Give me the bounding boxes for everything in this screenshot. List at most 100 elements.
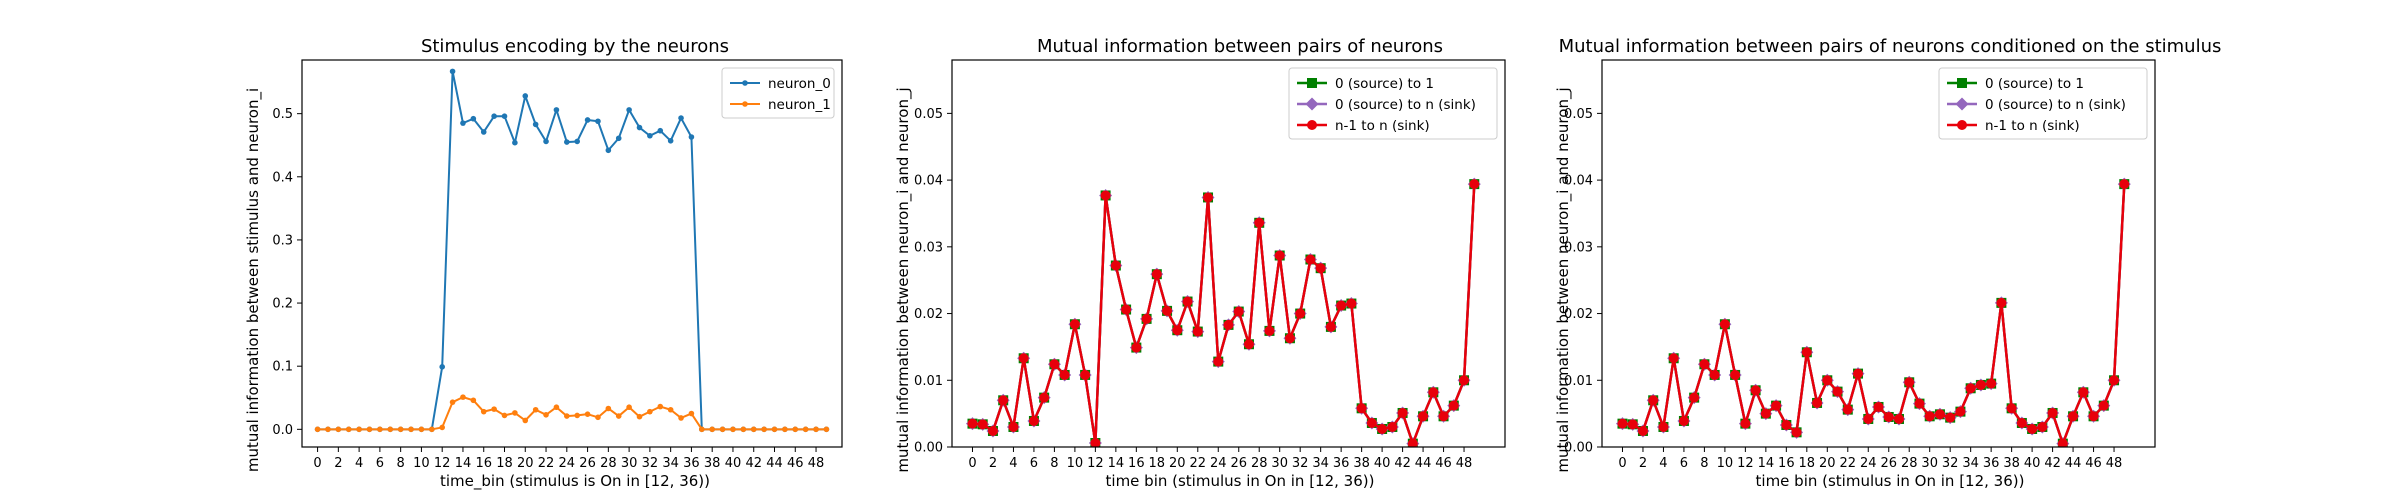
data-point bbox=[1008, 421, 1019, 432]
x-tick-label: 36 bbox=[1333, 456, 1350, 471]
data-point bbox=[977, 419, 988, 430]
legend-label: n-1 to n (sink) bbox=[1985, 118, 2080, 134]
data-point bbox=[1110, 260, 1121, 271]
data-point bbox=[2027, 423, 2038, 434]
data-point bbox=[688, 134, 695, 140]
y-tick-label: 0.05 bbox=[914, 107, 943, 122]
data-point bbox=[1853, 368, 1864, 379]
x-tick-label: 26 bbox=[1230, 456, 1247, 471]
data-point bbox=[792, 426, 799, 433]
data-point bbox=[636, 413, 643, 420]
data-point bbox=[678, 115, 684, 121]
data-point bbox=[1059, 369, 1070, 380]
y-tick-label: 0.00 bbox=[1564, 441, 1593, 456]
x-tick-label: 4 bbox=[1009, 456, 1017, 471]
data-point bbox=[553, 404, 560, 411]
data-point bbox=[1996, 297, 2007, 308]
x-tick-label: 10 bbox=[1717, 456, 1734, 471]
panel-mutual-information: Mutual information between pairs of neur… bbox=[894, 36, 1506, 490]
x-tick-label: 18 bbox=[1149, 456, 1166, 471]
x-tick-label: 46 bbox=[1435, 456, 1452, 471]
data-point bbox=[2098, 400, 2109, 411]
data-point bbox=[595, 118, 601, 125]
legend-label: n-1 to n (sink) bbox=[1335, 118, 1430, 134]
data-point bbox=[1407, 438, 1418, 447]
data-point bbox=[1243, 339, 1254, 350]
data-point bbox=[1182, 296, 1193, 307]
x-tick-label: 30 bbox=[1271, 456, 1288, 471]
x-tick-label: 20 bbox=[517, 456, 534, 471]
data-point bbox=[605, 147, 612, 154]
data-point bbox=[574, 138, 580, 145]
data-point bbox=[1689, 392, 1700, 403]
x-tick-label: 22 bbox=[1840, 456, 1857, 471]
data-point bbox=[1648, 395, 1659, 406]
legend-label: 0 (source) to n (sink) bbox=[1335, 97, 1476, 113]
data-point bbox=[335, 426, 342, 433]
data-point bbox=[470, 115, 477, 122]
data-point bbox=[1428, 387, 1439, 398]
data-point bbox=[1750, 385, 1761, 396]
y-tick-label: 0.3 bbox=[272, 233, 293, 248]
x-tick-label: 40 bbox=[2024, 456, 2041, 471]
x-tick-label: 38 bbox=[704, 456, 721, 471]
data-point bbox=[1934, 409, 1945, 420]
data-point bbox=[1658, 421, 1669, 432]
data-point bbox=[1315, 263, 1326, 274]
data-point bbox=[470, 397, 477, 404]
x-tick-label: 14 bbox=[1758, 456, 1775, 471]
legend-box bbox=[1288, 67, 1498, 140]
data-point bbox=[512, 410, 518, 416]
y-tick-label: 0.4 bbox=[272, 170, 293, 185]
y-tick-label: 0.05 bbox=[1564, 107, 1593, 122]
legend: neuron_0 neuron_1 bbox=[721, 67, 835, 119]
x-tick-label: 44 bbox=[2065, 456, 2082, 471]
data-point bbox=[626, 107, 632, 113]
plot-frame bbox=[301, 59, 843, 448]
data-point bbox=[1387, 421, 1398, 432]
x-tick-label: 32 bbox=[642, 456, 659, 471]
x-tick-label: 36 bbox=[1983, 456, 2000, 471]
x-tick-label: 46 bbox=[2085, 456, 2102, 471]
x-tick-label: 48 bbox=[808, 456, 825, 471]
series-group bbox=[965, 177, 1481, 447]
data-point bbox=[584, 117, 591, 123]
x-tick-label: 24 bbox=[559, 456, 576, 471]
data-point bbox=[522, 93, 529, 99]
legend-marker bbox=[1307, 78, 1317, 88]
legend-marker bbox=[1955, 97, 1969, 111]
data-point bbox=[1709, 369, 1720, 380]
data-point bbox=[1842, 404, 1853, 415]
x-tick-label: 22 bbox=[1190, 456, 1207, 471]
x-tick-label: 2 bbox=[1639, 456, 1647, 471]
data-point bbox=[1018, 353, 1029, 364]
data-point bbox=[480, 129, 487, 135]
data-point bbox=[377, 426, 383, 433]
data-point bbox=[709, 426, 715, 433]
x-tick-label: 18 bbox=[496, 456, 513, 471]
data-point bbox=[522, 417, 529, 424]
data-point bbox=[1627, 419, 1638, 430]
data-point bbox=[501, 113, 508, 119]
x-tick-label: 40 bbox=[725, 456, 742, 471]
data-point bbox=[1924, 411, 1935, 422]
panel-stimulus-encoding: Stimulus encoding by the neurons time_bi… bbox=[244, 36, 843, 491]
x-tick-label: 28 bbox=[600, 456, 617, 471]
data-point bbox=[439, 424, 445, 431]
data-point bbox=[553, 107, 560, 113]
data-point bbox=[1740, 418, 1751, 429]
x-axis-label: time bin (stimulus in On in [12, 36)) bbox=[1756, 472, 2025, 490]
data-point bbox=[1781, 419, 1792, 430]
data-point bbox=[605, 405, 612, 412]
data-point bbox=[2078, 387, 2089, 398]
data-point bbox=[1914, 398, 1925, 409]
data-point bbox=[543, 138, 549, 145]
data-point bbox=[2068, 411, 2079, 422]
data-point bbox=[667, 406, 674, 413]
data-point bbox=[2109, 375, 2120, 386]
data-point bbox=[1678, 415, 1689, 426]
y-axis-label: mutual information between neuron_i and … bbox=[894, 87, 913, 472]
data-point bbox=[1863, 413, 1874, 424]
data-point bbox=[1284, 333, 1295, 344]
data-point bbox=[439, 364, 445, 370]
